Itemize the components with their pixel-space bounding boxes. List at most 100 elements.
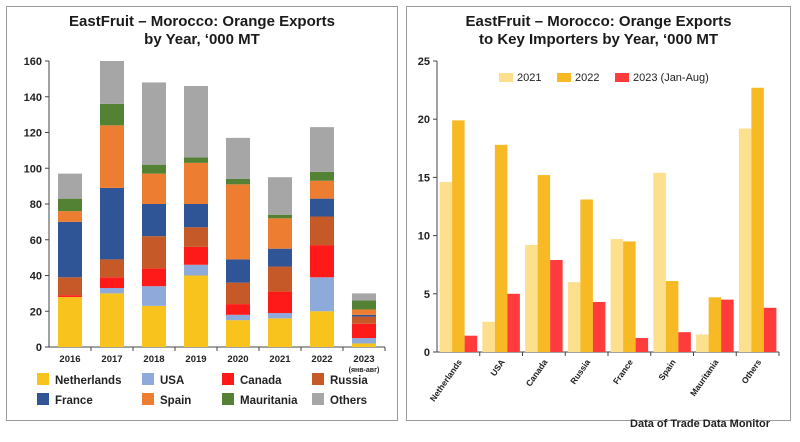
bar bbox=[482, 321, 495, 352]
bar-segment bbox=[58, 211, 82, 222]
bar bbox=[525, 244, 538, 352]
bar-segment bbox=[58, 173, 82, 199]
bar bbox=[537, 175, 551, 352]
y-tick-label: 25 bbox=[418, 56, 430, 68]
bar-segment bbox=[352, 338, 376, 344]
bar-segment bbox=[310, 216, 334, 246]
legend-swatch bbox=[222, 373, 234, 385]
legend-label: Canada bbox=[240, 375, 282, 387]
x-tick-label: 2020 bbox=[227, 354, 248, 365]
bar-segment bbox=[142, 204, 166, 237]
bar-segment bbox=[310, 277, 334, 312]
legend-swatch bbox=[312, 393, 324, 405]
legend-label: USA bbox=[160, 375, 185, 387]
legend-item: Spain bbox=[142, 393, 191, 407]
legend-swatch bbox=[37, 373, 49, 385]
bar-segment bbox=[352, 314, 376, 317]
stacked-chart-title-line2: by Year, ‘000 MT bbox=[144, 31, 260, 48]
y-tick-label: 120 bbox=[24, 128, 42, 140]
legend-item: Others bbox=[312, 393, 367, 407]
y-tick-label: 20 bbox=[418, 114, 430, 126]
bar-segment bbox=[226, 259, 250, 283]
stacked-chart-title-line1: EastFruit – Morocco: Orange Exports bbox=[69, 13, 335, 30]
bar-segment bbox=[352, 323, 376, 339]
bar-segment bbox=[310, 127, 334, 172]
bar-segment bbox=[310, 180, 334, 199]
legend-swatch bbox=[37, 393, 49, 405]
bar bbox=[507, 293, 520, 352]
x-tick-label: 2017 bbox=[101, 354, 122, 365]
grouped-chart-panel: EastFruit – Morocco: Orange Exports to K… bbox=[406, 6, 791, 421]
bar-segment bbox=[268, 218, 292, 249]
bar-segment bbox=[184, 275, 208, 347]
legend-label: Russia bbox=[330, 375, 368, 387]
y-tick-label: 40 bbox=[30, 271, 42, 283]
bar-segment bbox=[268, 248, 292, 267]
y-tick-label: 0 bbox=[424, 347, 430, 359]
bar-segment bbox=[226, 320, 250, 347]
bar bbox=[580, 199, 593, 352]
bar bbox=[678, 332, 691, 352]
bar bbox=[439, 182, 453, 352]
legend-label: 2023 (Jan-Aug) bbox=[633, 72, 709, 84]
bar-segment bbox=[310, 171, 334, 181]
bar-segment bbox=[100, 187, 124, 260]
bar-segment bbox=[100, 125, 124, 188]
bar-segment bbox=[226, 314, 250, 321]
legend-swatch bbox=[142, 373, 154, 385]
bar-segment bbox=[58, 296, 82, 347]
grouped-bar-chart: 0 5 10 15 20 25 Netherlands USA Canada Russia Fran… bbox=[418, 56, 780, 403]
bar-segment bbox=[142, 268, 166, 287]
y-tick-label: 5 bbox=[424, 289, 430, 301]
y-tick-label: 100 bbox=[24, 163, 42, 175]
stacked-chart-panel: EastFruit – Morocco: Orange Exports by Y… bbox=[6, 6, 398, 421]
bar bbox=[721, 299, 734, 352]
legend-swatch bbox=[142, 393, 154, 405]
bar-segment bbox=[310, 311, 334, 347]
bar bbox=[635, 338, 649, 352]
x-tick-label: Netherlands bbox=[428, 357, 465, 403]
bar bbox=[751, 87, 764, 352]
bar-segment bbox=[184, 157, 208, 163]
legend-swatch bbox=[222, 393, 234, 405]
bar-segment bbox=[184, 227, 208, 247]
bar-segment bbox=[142, 173, 166, 204]
bar bbox=[708, 297, 722, 352]
bar-segment bbox=[268, 266, 292, 292]
bar-segment bbox=[226, 178, 250, 185]
bar-segment bbox=[58, 221, 82, 278]
bar bbox=[452, 120, 465, 352]
bar-segment bbox=[142, 305, 166, 347]
bar-segment bbox=[310, 245, 334, 278]
x-tick-label: 2023 bbox=[353, 354, 374, 365]
y-tick-label: 20 bbox=[30, 306, 42, 318]
bar-segment bbox=[352, 316, 376, 324]
x-tick-label: Canada bbox=[524, 357, 550, 388]
bar-segment bbox=[226, 137, 250, 179]
bar bbox=[494, 144, 508, 352]
y-tick-label: 60 bbox=[30, 235, 42, 247]
bar-segment bbox=[268, 177, 292, 215]
legend-label: 2022 bbox=[575, 72, 599, 84]
bar-segment bbox=[58, 198, 82, 212]
grouped-chart-title-line2: to Key Importers by Year, ‘000 MT bbox=[479, 31, 718, 48]
grouped-chart-title: EastFruit – Morocco: Orange Exports to K… bbox=[407, 13, 790, 49]
y-tick-label: 140 bbox=[24, 92, 42, 104]
x-tick-label: USA bbox=[488, 357, 506, 377]
x-tick-label: 2018 bbox=[143, 354, 164, 365]
x-tick-label: 2016 bbox=[59, 354, 80, 365]
legend-label: Spain bbox=[160, 395, 192, 407]
bar-segment bbox=[184, 162, 208, 204]
x-tick-label: France bbox=[611, 357, 635, 386]
bar bbox=[653, 172, 666, 352]
bar-segment bbox=[142, 236, 166, 269]
bar-segment bbox=[352, 309, 376, 315]
y-tick-label: 160 bbox=[24, 56, 42, 68]
bar bbox=[696, 334, 709, 352]
bar-segment bbox=[142, 82, 166, 165]
x-tick-label: 2022 bbox=[311, 354, 332, 365]
bar bbox=[592, 301, 606, 352]
source-note: Data of Trade Data Monitor bbox=[630, 418, 770, 430]
legend-label: France bbox=[55, 395, 93, 407]
y-tick-label: 0 bbox=[36, 342, 42, 354]
